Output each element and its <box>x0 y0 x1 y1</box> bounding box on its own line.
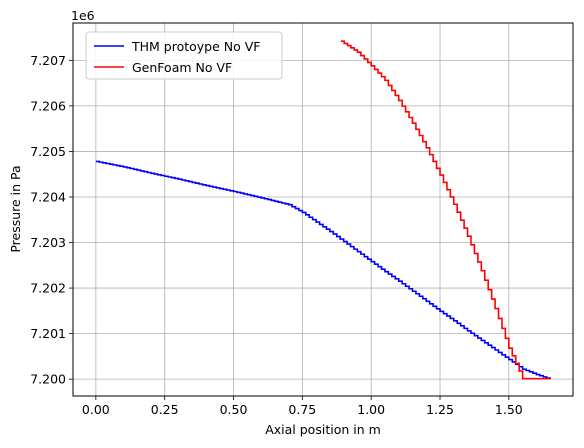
legend-box <box>85 31 283 80</box>
y-tick-label: 7.201 <box>30 326 66 341</box>
y-tick-label: 7.207 <box>30 53 66 68</box>
x-tick-label: 0.50 <box>220 402 248 417</box>
x-tick-label: 0.75 <box>288 402 316 417</box>
series-layer <box>95 40 551 380</box>
ticks: 0.00 0.25 0.50 0.75 1.00 1.25 1.50 7.200 7.201 7.… <box>30 53 523 417</box>
y-tick-label: 7.204 <box>30 189 66 204</box>
series-line-1 <box>340 40 551 380</box>
legend: THM protoype No VF GenFoam No VF <box>85 31 283 80</box>
y-tick-label: 7.200 <box>30 372 66 387</box>
legend-label-genfoam: GenFoam No VF <box>132 60 232 75</box>
y-tick-label: 7.203 <box>30 235 66 250</box>
y-axis-label: Pressure in Pa <box>8 165 23 252</box>
x-tick-label: 0.00 <box>82 402 110 417</box>
y-tick-label: 7.202 <box>30 281 66 296</box>
x-tick-label: 0.25 <box>151 402 179 417</box>
y-offset-text: 1e6 <box>71 8 95 23</box>
legend-label-thm: THM protoype No VF <box>131 39 261 54</box>
y-tick-label: 7.205 <box>30 144 66 159</box>
plot-frame <box>72 22 574 397</box>
x-tick-label: 1.50 <box>495 402 523 417</box>
y-tick-label: 7.206 <box>30 98 66 113</box>
series-line-0 <box>95 160 551 380</box>
x-tick-label: 1.25 <box>426 402 454 417</box>
x-tick-label: 1.00 <box>357 402 385 417</box>
grid <box>73 23 573 396</box>
x-axis-label: Axial position in m <box>265 422 381 437</box>
